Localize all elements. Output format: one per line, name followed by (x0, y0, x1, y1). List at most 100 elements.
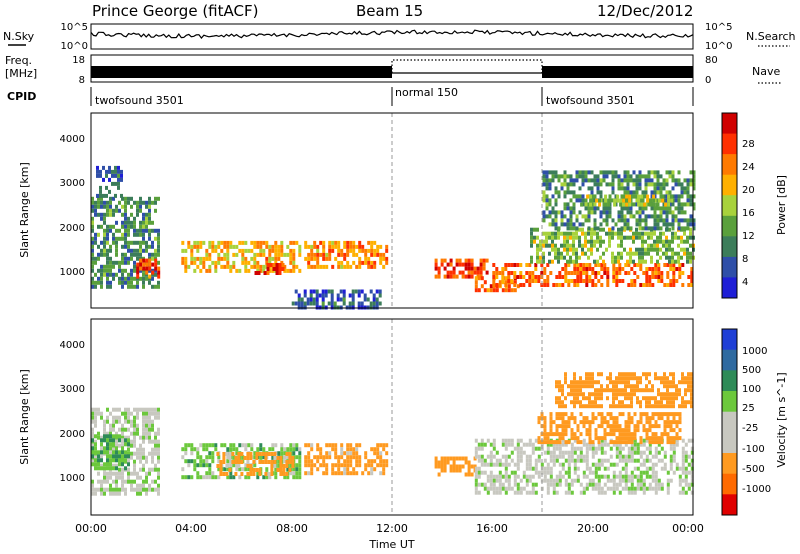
velocity-echo-cell-2 (229, 443, 233, 448)
velocity-echo-cell-6 (633, 474, 637, 479)
velocity-echo-cell-0 (124, 487, 127, 492)
power-echo-cell-11 (554, 214, 558, 219)
velocity-echo-cell-7 (546, 440, 550, 445)
velocity-echo-cell-4 (328, 451, 332, 456)
velocity-echo-cell-7 (669, 420, 673, 425)
power-echo-cell-5 (337, 252, 341, 257)
power-echo-cell-0 (103, 252, 106, 257)
power-echo-cell-9 (495, 271, 499, 275)
velocity-echo-cell-6 (564, 470, 568, 475)
power-echo-cell-3 (193, 260, 197, 265)
power-echo-cell-10 (656, 247, 659, 252)
power-echo-cell-1 (99, 173, 102, 178)
power-echo-cell-0 (106, 272, 109, 277)
power-echo-cell-5 (304, 256, 308, 261)
power-echo-cell-6 (324, 293, 328, 298)
velocity-echo-cell-6 (621, 454, 625, 459)
power-echo-cell-9 (576, 267, 580, 271)
power-echo-cell-11 (620, 210, 624, 215)
power-echo-cell-10 (638, 235, 641, 240)
power-echo-cell-10 (587, 247, 590, 252)
power-echo-cell-11 (653, 218, 657, 223)
velocity-echo-cell-8 (675, 392, 678, 397)
velocity-echo-cell-6 (648, 442, 652, 447)
power-echo-cell-6 (357, 289, 361, 294)
power-echo-cell-10 (689, 243, 692, 248)
power-echo-cell-11 (653, 170, 657, 175)
velocity-echo-cell-8 (630, 396, 633, 401)
power-echo-cell-5 (385, 244, 389, 249)
power-echo-cell-9 (585, 283, 589, 287)
power-echo-cell-0 (100, 196, 103, 201)
power-echo-cell-11 (554, 202, 558, 207)
power-echo-cell-11 (626, 178, 630, 183)
power-echo-cell-12 (649, 202, 653, 207)
power-echo-cell-5 (313, 240, 317, 245)
velocity-echo-cell-2 (232, 447, 236, 452)
power-echo-cell-9 (531, 271, 535, 275)
velocity-echo-cell-2 (241, 455, 245, 460)
power-echo-cell-10 (569, 247, 572, 252)
velocity-echo-cell-8 (624, 388, 627, 393)
power-echo-cell-10 (617, 251, 620, 256)
power-echo-cell-0 (148, 236, 151, 241)
velocity-echo-cell-2 (238, 475, 242, 480)
velocity-echo-cell-0 (139, 491, 142, 496)
power-echo-cell-10 (590, 227, 593, 232)
velocity-echo-cell-6 (534, 490, 538, 495)
power-echo-cell-11 (665, 170, 669, 175)
velocity-echo-cell-6 (549, 450, 553, 455)
velocity-echo-cell-1 (121, 446, 124, 451)
power-echo-cell-0 (130, 256, 133, 261)
power-echo-cell-2 (142, 266, 146, 271)
velocity-echo-cell-8 (663, 380, 666, 385)
velocity-echo-cell-3 (255, 456, 259, 460)
velocity-echo-cell-1 (91, 434, 94, 439)
power-echo-cell-9 (687, 283, 691, 287)
power-echo-cell-10 (530, 255, 533, 260)
power-echo-cell-10 (641, 235, 644, 240)
velocity-echo-cell-7 (669, 428, 673, 433)
nave-dotted-mid (391, 59, 543, 73)
velocity-echo-cell-7 (663, 432, 667, 437)
power-echo-cell-4 (278, 271, 282, 275)
power-echo-cell-7 (470, 270, 474, 275)
velocity-echo-cell-6 (639, 442, 643, 447)
velocity-echo-cell-6 (522, 486, 526, 491)
velocity-echo-cell-6 (504, 478, 508, 483)
velocity-echo-cell-6 (555, 458, 559, 463)
power-echo-cell-9 (645, 267, 649, 271)
power-echo-cell-9 (555, 283, 559, 287)
velocity-echo-cell-6 (480, 438, 484, 443)
power-echo-cell-10 (548, 251, 551, 256)
velocity-echo-cell-6 (510, 470, 514, 475)
power-echo-cell-11 (692, 178, 696, 183)
velocity-echo-cell-3 (255, 468, 259, 472)
velocity-echo-cell-5 (467, 464, 471, 469)
velocity-cbar-box-6 (722, 453, 737, 475)
power-echo-cell-11 (560, 186, 564, 191)
power-echo-cell-0 (133, 276, 136, 281)
velocity-echo-cell-2 (229, 459, 233, 464)
power-echo-cell-10 (683, 239, 686, 244)
velocity-echo-cell-8 (597, 388, 600, 393)
velocity-echo-cell-6 (510, 458, 514, 463)
power-echo-cell-7 (443, 258, 447, 263)
velocity-echo-cell-1 (115, 434, 118, 439)
power-ytick-2000: 2000 (60, 223, 85, 234)
velocity-echo-cell-6 (558, 478, 562, 483)
power-echo-cell-10 (635, 251, 638, 256)
velocity-echo-cell-8 (657, 388, 660, 393)
freq-block-right (542, 66, 693, 78)
power-echo-cell-5 (376, 248, 380, 253)
velocity-echo-cell-7 (612, 424, 616, 429)
power-echo-cell-11 (656, 170, 660, 175)
velocity-echo-cell-0 (157, 439, 160, 444)
power-echo-cell-11 (686, 178, 690, 183)
velocity-echo-cell-2 (256, 475, 260, 480)
power-echo-cell-11 (644, 222, 648, 227)
power-echo-cell-11 (659, 190, 663, 195)
velocity-echo-cell-8 (588, 376, 591, 381)
power-echo-cell-0 (154, 268, 157, 273)
velocity-echo-cell-0 (148, 471, 151, 476)
